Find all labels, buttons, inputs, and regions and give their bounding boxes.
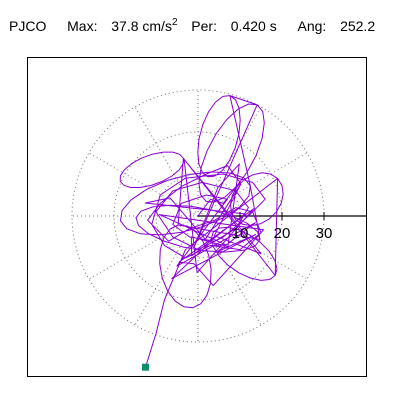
- polar-chart-svg: 10 20 30: [71, 89, 366, 371]
- angle-label: Ang:: [297, 18, 327, 34]
- endpoint-square-marker: [142, 363, 149, 371]
- station-label: PJCO: [9, 18, 47, 34]
- grid-spoke-240: [134, 215, 199, 326]
- period-value: 0.420 s: [230, 18, 277, 34]
- max-value: 37.8 cm/s: [111, 18, 172, 34]
- angle-value: 252.2: [340, 18, 376, 34]
- period-label: Per:: [191, 18, 217, 34]
- endpoint-marker-group: [142, 363, 149, 371]
- radial-tick-label-20: 20: [274, 225, 291, 242]
- motion-trace-group: [119, 95, 284, 368]
- motion-trace-line: [119, 95, 284, 368]
- particle-motion-plot: 10 20 30: [27, 57, 367, 377]
- max-label: Max:: [67, 18, 98, 34]
- grid-spoke-120: [134, 106, 199, 217]
- radial-tick-label-30: 30: [316, 225, 333, 242]
- grid-spoke-210: [88, 215, 199, 280]
- grid-spoke-30: [197, 152, 308, 217]
- grid-spoke-330: [197, 215, 308, 280]
- max-exponent: 2: [171, 17, 178, 28]
- grid-spoke-60: [197, 106, 262, 217]
- header: PJCO Max: 37.8 cm/s2 Per: 0.420 s Ang: 2…: [9, 14, 394, 38]
- tick-label-group: 10 20 30: [232, 225, 333, 242]
- radial-tick-label-10: 10: [232, 225, 249, 242]
